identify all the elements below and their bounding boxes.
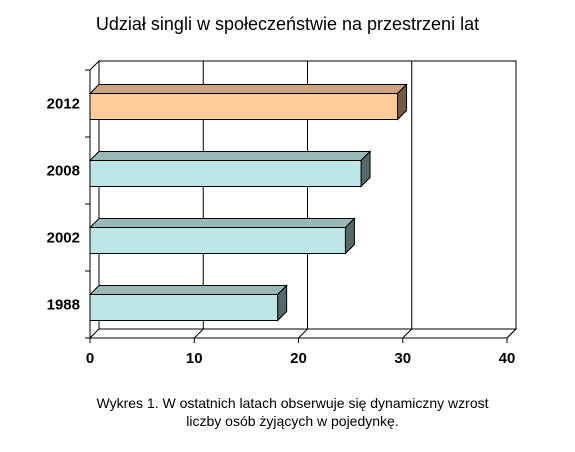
floor-gridline — [193, 328, 204, 339]
bar-top — [88, 285, 288, 295]
bar-2002 — [89, 227, 346, 254]
x-tick-label: 30 — [394, 350, 411, 367]
bar-2008 — [89, 160, 362, 187]
caption-line-2: liczby osób żyjących w pojedynkę. — [186, 413, 399, 429]
x-tick-label: 10 — [186, 350, 203, 367]
y-tick-label: 2008 — [47, 163, 80, 180]
x-tick-label: 40 — [499, 350, 516, 367]
x-tick-label: 0 — [86, 350, 94, 367]
bar-top — [88, 151, 372, 161]
floor-gridline — [402, 328, 413, 339]
bar-chart: 0 10 20 30 40 2012 2008 2002 1988 — [47, 59, 518, 367]
x-tick-label: 20 — [290, 350, 307, 367]
chart-title: Udział singli w społeczeństwie na przest… — [95, 14, 480, 34]
bar-top — [88, 84, 408, 94]
bar-2012 — [89, 93, 399, 120]
floor-gridline — [506, 328, 517, 339]
figure-caption: Wykres 1. W ostatnich latach obserwuje s… — [40, 394, 545, 430]
y-tick-label: 1988 — [47, 297, 80, 314]
y-tick-label: 2012 — [47, 96, 80, 113]
y-tick-label: 2002 — [47, 230, 80, 247]
bar-top — [88, 218, 356, 228]
plot-area — [90, 61, 516, 338]
bar-1988 — [89, 294, 279, 321]
floor-gridline — [298, 328, 308, 339]
caption-line-1: Wykres 1. W ostatnich latach obserwuje s… — [96, 395, 489, 411]
